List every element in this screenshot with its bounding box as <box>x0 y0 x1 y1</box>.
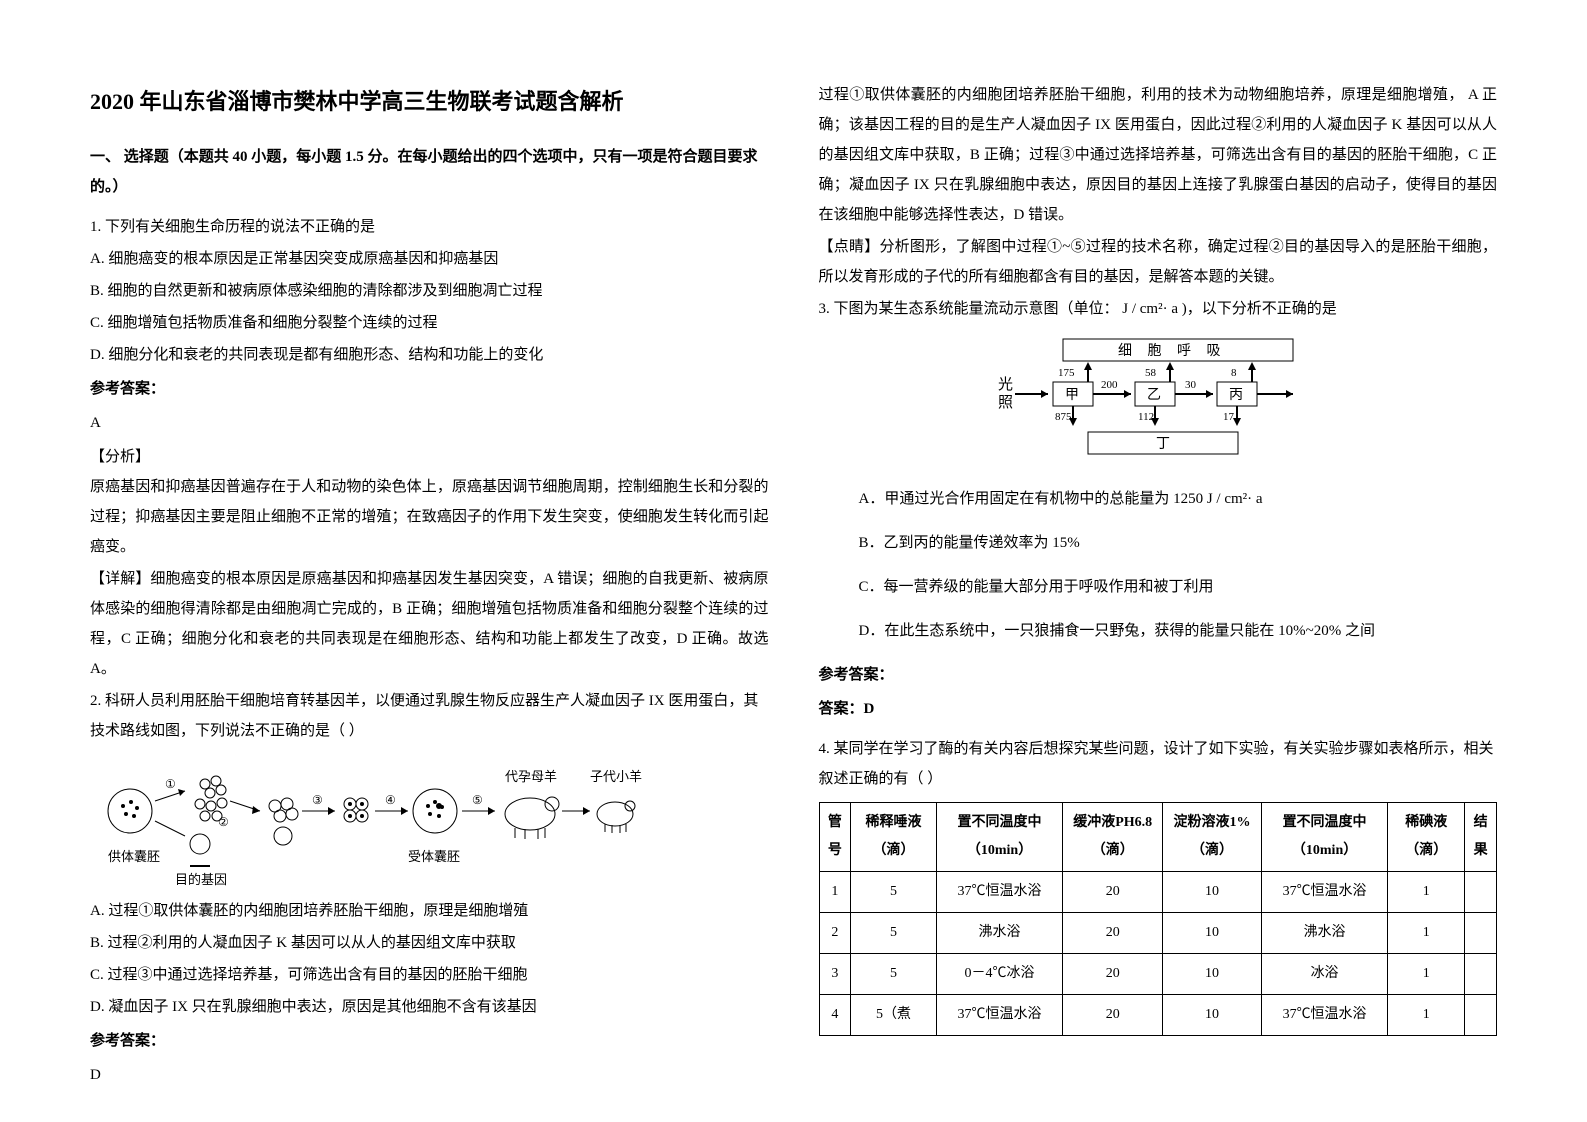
col-iodine: 稀碘液（滴） <box>1388 803 1465 872</box>
q1-detail: 【详解】细胞癌变的根本原因是原癌基因和抑癌基因发生基因突变，A 错误；细胞的自我… <box>90 564 769 684</box>
q3-light-1: 光 <box>998 376 1013 393</box>
q2-step-3: ③ <box>312 793 323 807</box>
q4-table: 管号 稀释唾液（滴） 置不同温度中（10min） 缓冲液PH6.8（滴） 淀粉溶… <box>819 802 1498 1036</box>
q3-up-yi: 58 <box>1145 367 1157 379</box>
q1-option-d: D. 细胞分化和衰老的共同表现是都有细胞形态、结构和功能上的变化 <box>90 340 769 370</box>
q1-fenxi-head: 【分析】 <box>90 442 769 472</box>
q2-cont-p1: 过程①取供体囊胚的内细胞团培养胚胎干细胞，利用的技术为动物细胞培养，原理是细胞增… <box>819 80 1498 230</box>
table-header-row: 管号 稀释唾液（滴） 置不同温度中（10min） 缓冲液PH6.8（滴） 淀粉溶… <box>819 803 1497 872</box>
q3-option-d: D．在此生态系统中，一只狼捕食一只野兔，获得的能量只能在 10%~20% 之间 <box>859 616 1498 646</box>
q2-answer-label: 参考答案： <box>90 1026 769 1056</box>
right-column: 过程①取供体囊胚的内细胞团培养胚胎干细胞，利用的技术为动物细胞培养，原理是细胞增… <box>819 80 1498 1082</box>
q3-bing: 丙 <box>1229 388 1243 403</box>
q3-option-b: B．乙到丙的能量传递效率为 15% <box>859 528 1498 558</box>
q3-answer: 答案：D <box>819 694 1498 724</box>
q2-option-b: B. 过程②利用的人凝血因子 K 基因可以从人的基因组文库中获取 <box>90 928 769 958</box>
q2-step-2: ② <box>218 815 229 829</box>
col-saliva: 稀释唾液（滴） <box>851 803 937 872</box>
q1-option-c: C. 细胞增殖包括物质准备和细胞分裂整个连续的过程 <box>90 308 769 338</box>
q3-down-yi: 112 <box>1138 411 1154 423</box>
q2-cont-p2: 【点睛】分析图形，了解图中过程①~⑤过程的技术名称，确定过程②目的基因导入的是胚… <box>819 232 1498 292</box>
q1-answer: A <box>90 408 769 438</box>
q3-to-bing: 30 <box>1185 379 1197 391</box>
sheep-offspring-icon <box>597 801 635 833</box>
q2-stem: 2. 科研人员利用胚胎干细胞培育转基因羊，以便通过乳腺生物反应器生产人凝血因子 … <box>90 686 769 746</box>
q2-option-a: A. 过程①取供体囊胚的内细胞团培养胚胎干细胞，原理是细胞增殖 <box>90 896 769 926</box>
table-row: 1 5 37℃恒温水浴 20 10 37℃恒温水浴 1 <box>819 872 1497 913</box>
q1-stem: 1. 下列有关细胞生命历程的说法不正确的是 <box>90 212 769 242</box>
q3-to-yi: 200 <box>1101 379 1118 391</box>
q3-ding: 丁 <box>1156 437 1170 452</box>
col-tube: 管号 <box>819 803 851 872</box>
q2-label-donor: 供体囊胚 <box>108 849 160 864</box>
q2-step-4: ④ <box>385 793 396 807</box>
table-row: 2 5 沸水浴 20 10 沸水浴 1 <box>819 913 1497 954</box>
q4-stem: 4. 某同学在学习了酶的有关内容后想探究某些问题，设计了如下实验，有关实验步骤如… <box>819 734 1498 794</box>
q3-down-jia: 875 <box>1055 411 1072 423</box>
q3-option-a: A．甲通过光合作用固定在有机物中的总能量为 1250 J / cm²· a <box>859 484 1498 514</box>
sheep-surrogate-icon <box>505 797 559 839</box>
q3-yi: 乙 <box>1147 387 1161 403</box>
q2-label-offspring: 子代小羊 <box>590 769 642 784</box>
col-result: 结果 <box>1465 803 1497 872</box>
q2-step-5: ⑤ <box>472 793 483 807</box>
q3-option-c: C．每一营养级的能量大部分用于呼吸作用和被丁利用 <box>859 572 1498 602</box>
col-temp1: 置不同温度中（10min） <box>936 803 1062 872</box>
q3-stem: 3. 下图为某生态系统能量流动示意图（单位： J / cm²· a )，以下分析… <box>819 294 1498 324</box>
q2-step-1: ① <box>165 777 176 791</box>
q2-diagram: 供体囊胚 ① 目的基因 ② ③ <box>90 756 650 886</box>
q1-answer-label: 参考答案： <box>90 374 769 404</box>
q2-label-recipient: 受体囊胚 <box>408 849 460 864</box>
q2-label-surrogate: 代孕母羊 <box>505 769 557 784</box>
q2-option-c: C. 过程③中通过选择培养基，可筛选出含有目的基因的胚胎干细胞 <box>90 960 769 990</box>
q3-light-2: 照 <box>998 395 1013 411</box>
q3-up-jia: 175 <box>1058 367 1075 379</box>
col-buffer: 缓冲液PH6.8（滴） <box>1063 803 1163 872</box>
q2-label-gene: 目的基因 <box>175 872 227 886</box>
q1-option-a: A. 细胞癌变的根本原因是正常基因突变成原癌基因和抑癌基因 <box>90 244 769 274</box>
q2-answer: D <box>90 1060 769 1090</box>
col-temp2: 置不同温度中（10min） <box>1261 803 1387 872</box>
table-row: 3 5 0－4℃冰浴 20 10 冰浴 1 <box>819 954 1497 995</box>
left-column: 2020 年山东省淄博市樊林中学高三生物联考试题含解析 一、 选择题（本题共 4… <box>90 80 769 1082</box>
section-1-header: 一、 选择题（本题共 40 小题，每小题 1.5 分。在每小题给出的四个选项中，… <box>90 142 769 202</box>
page-title: 2020 年山东省淄博市樊林中学高三生物联考试题含解析 <box>90 80 769 124</box>
q1-option-b: B. 细胞的自然更新和被病原体感染细胞的清除都涉及到细胞凋亡过程 <box>90 276 769 306</box>
q3-up-bing: 8 <box>1231 367 1237 379</box>
q2-option-d: D. 凝血因子 IX 只在乳腺细胞中表达，原因是其他细胞不含有该基因 <box>90 992 769 1022</box>
q3-answer-label: 参考答案： <box>819 660 1498 690</box>
q3-jia: 甲 <box>1065 388 1079 403</box>
q3-energy-diagram: 细 胞 呼 吸 光 照 甲 175 875 200 乙 58 112 30 丙 … <box>993 334 1323 464</box>
q3-header: 细 胞 呼 吸 <box>1118 343 1227 359</box>
q1-fenxi: 原癌基因和抑癌基因普遍存在于人和动物的染色体上，原癌基因调节细胞周期，控制细胞生… <box>90 472 769 562</box>
q3-down-bing: 17 <box>1223 411 1235 423</box>
table-row: 4 5（煮 37℃恒温水浴 20 10 37℃恒温水浴 1 <box>819 995 1497 1036</box>
col-starch: 淀粉溶液1%（滴） <box>1163 803 1262 872</box>
